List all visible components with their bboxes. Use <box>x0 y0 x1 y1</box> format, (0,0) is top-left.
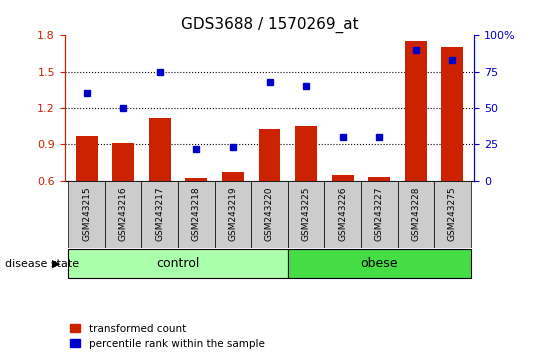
Bar <box>178 181 215 248</box>
Bar <box>288 181 324 248</box>
Text: GSM243227: GSM243227 <box>375 187 384 241</box>
Bar <box>441 47 464 181</box>
Bar <box>398 181 434 248</box>
Text: GSM243216: GSM243216 <box>119 187 128 241</box>
Text: GSM243275: GSM243275 <box>448 187 457 241</box>
Bar <box>331 175 354 181</box>
Text: control: control <box>156 257 200 270</box>
Bar <box>68 249 288 278</box>
Bar <box>222 172 244 181</box>
Bar <box>105 181 141 248</box>
Bar <box>295 126 317 181</box>
Text: GSM243218: GSM243218 <box>192 187 201 241</box>
Legend: transformed count, percentile rank within the sample: transformed count, percentile rank withi… <box>70 324 265 349</box>
Text: GSM243228: GSM243228 <box>411 187 420 241</box>
Bar <box>215 181 251 248</box>
Text: obese: obese <box>361 257 398 270</box>
Bar <box>68 181 105 248</box>
Bar <box>324 181 361 248</box>
Bar <box>251 181 288 248</box>
Text: GSM243215: GSM243215 <box>82 187 91 241</box>
Bar <box>405 41 427 181</box>
Text: GSM243219: GSM243219 <box>229 187 237 241</box>
Bar <box>259 129 280 181</box>
Bar <box>141 181 178 248</box>
Bar <box>288 249 471 278</box>
Bar <box>149 118 171 181</box>
Bar <box>185 178 208 181</box>
Text: disease state: disease state <box>5 259 80 269</box>
Bar <box>434 181 471 248</box>
Text: GSM243220: GSM243220 <box>265 187 274 241</box>
Text: GSM243217: GSM243217 <box>155 187 164 241</box>
Bar <box>112 143 134 181</box>
Bar <box>361 181 398 248</box>
Text: GSM243225: GSM243225 <box>302 187 310 241</box>
Text: GSM243226: GSM243226 <box>338 187 347 241</box>
Title: GDS3688 / 1570269_at: GDS3688 / 1570269_at <box>181 16 358 33</box>
Bar <box>75 136 98 181</box>
Text: ▶: ▶ <box>52 259 61 269</box>
Bar <box>368 177 390 181</box>
